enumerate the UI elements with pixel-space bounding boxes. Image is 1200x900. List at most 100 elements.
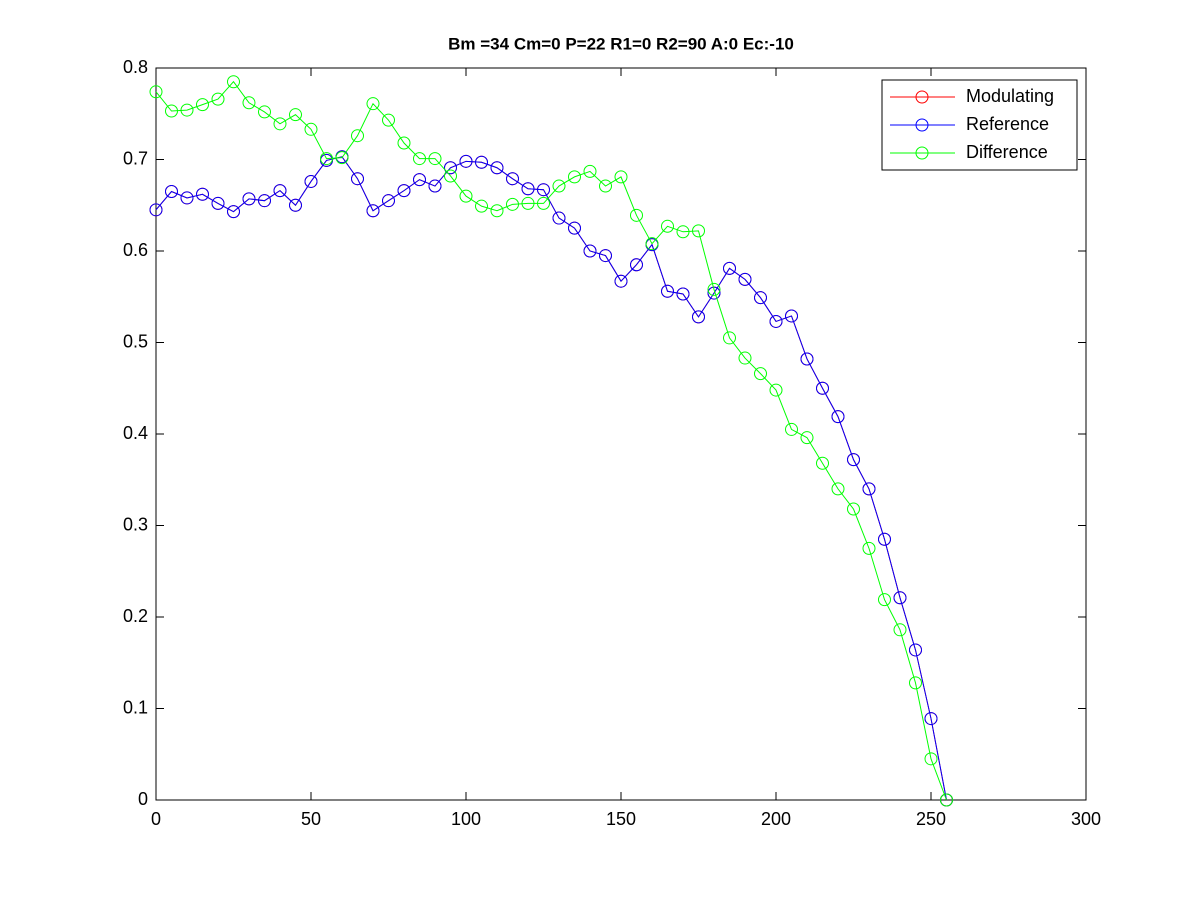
marker xyxy=(831,482,845,496)
marker xyxy=(707,282,721,296)
marker xyxy=(878,532,891,546)
marker xyxy=(769,383,783,397)
marker xyxy=(304,122,318,136)
legend-marker xyxy=(915,146,929,160)
marker xyxy=(320,152,333,166)
marker xyxy=(661,284,674,298)
marker xyxy=(893,623,907,637)
chart-title: Bm =34 Cm=0 P=22 R1=0 R2=90 A:0 Ec:-10 xyxy=(448,34,794,53)
marker xyxy=(273,184,287,198)
y-tick-label: 0.2 xyxy=(123,606,148,626)
marker xyxy=(537,196,550,210)
marker xyxy=(180,191,194,205)
marker xyxy=(878,593,891,607)
marker xyxy=(289,198,302,212)
x-tick-label: 250 xyxy=(916,809,946,829)
marker xyxy=(273,117,287,131)
marker xyxy=(258,194,271,208)
marker xyxy=(397,136,411,150)
marker xyxy=(847,502,860,516)
marker xyxy=(847,453,860,467)
marker xyxy=(211,196,225,210)
marker xyxy=(630,208,643,222)
legend-label: Modulating xyxy=(966,86,1054,106)
legend-label: Difference xyxy=(966,142,1048,162)
marker xyxy=(754,367,767,381)
marker xyxy=(614,274,628,288)
y-tick-label: 0.6 xyxy=(123,240,148,260)
marker xyxy=(428,152,442,166)
y-tick-label: 0.4 xyxy=(123,423,148,443)
marker xyxy=(521,196,535,210)
marker xyxy=(862,541,876,555)
marker xyxy=(924,712,938,726)
marker xyxy=(444,169,457,183)
marker xyxy=(707,286,721,300)
x-tick-label: 200 xyxy=(761,809,791,829)
marker xyxy=(242,192,256,206)
marker xyxy=(196,98,209,112)
marker xyxy=(692,224,705,238)
legend-label: Reference xyxy=(966,114,1049,134)
x-tick-label: 50 xyxy=(301,809,321,829)
marker xyxy=(676,287,690,301)
marker xyxy=(940,793,953,807)
marker xyxy=(180,103,194,117)
marker xyxy=(800,431,814,445)
y-tick-label: 0.7 xyxy=(123,148,148,168)
marker xyxy=(382,194,395,208)
marker xyxy=(909,676,922,690)
x-tick-label: 300 xyxy=(1071,809,1101,829)
marker xyxy=(490,161,504,175)
marker xyxy=(289,108,302,122)
marker xyxy=(537,183,550,197)
marker xyxy=(614,170,628,184)
legend-marker xyxy=(915,118,929,132)
marker xyxy=(599,249,612,263)
marker xyxy=(304,174,318,188)
x-tick-label: 150 xyxy=(606,809,636,829)
marker xyxy=(444,161,457,175)
series-line xyxy=(155,156,947,801)
marker xyxy=(335,151,349,165)
marker xyxy=(723,261,736,275)
marker xyxy=(862,482,876,496)
marker xyxy=(366,204,380,218)
marker xyxy=(785,422,798,436)
marker xyxy=(692,310,705,324)
marker xyxy=(475,199,488,213)
marker xyxy=(676,225,690,239)
y-tick-label: 0.8 xyxy=(123,57,148,77)
marker xyxy=(165,185,178,199)
marker xyxy=(165,104,178,118)
x-tick-label: 100 xyxy=(451,809,481,829)
marker xyxy=(149,203,163,217)
x-tick-label: 0 xyxy=(151,809,161,829)
marker xyxy=(738,272,752,286)
marker xyxy=(506,172,519,186)
marker xyxy=(382,113,395,127)
y-tick-label: 0.5 xyxy=(123,331,148,351)
legend-marker xyxy=(915,90,929,104)
marker xyxy=(413,152,426,166)
y-tick-label: 0.3 xyxy=(123,514,148,534)
marker xyxy=(816,456,829,470)
y-tick-label: 0.1 xyxy=(123,697,148,717)
marker xyxy=(521,182,535,196)
marker xyxy=(459,189,473,203)
marker xyxy=(475,155,488,169)
marker xyxy=(785,309,798,323)
marker xyxy=(893,591,907,605)
marker xyxy=(645,237,659,251)
marker xyxy=(723,331,736,345)
marker xyxy=(816,381,829,395)
marker xyxy=(924,752,938,766)
marker xyxy=(583,164,597,178)
marker xyxy=(459,154,473,168)
marker xyxy=(738,351,752,365)
y-tick-label: 0 xyxy=(138,789,148,809)
marker xyxy=(211,92,225,106)
marker xyxy=(599,179,612,193)
marker xyxy=(428,179,442,193)
